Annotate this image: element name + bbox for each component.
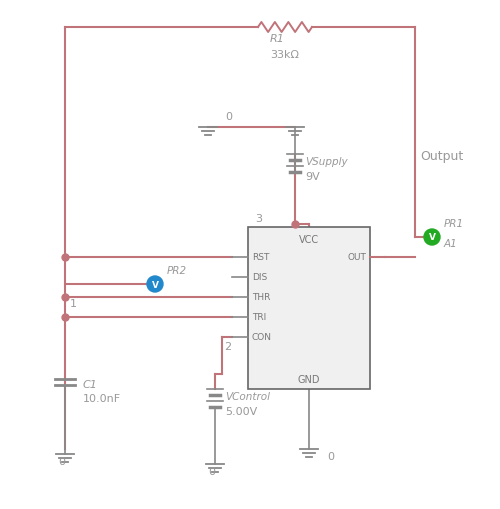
Circle shape bbox=[424, 230, 440, 245]
Text: RST: RST bbox=[252, 253, 270, 262]
Text: 0: 0 bbox=[225, 112, 232, 122]
Circle shape bbox=[147, 276, 163, 293]
Text: Output: Output bbox=[420, 150, 463, 163]
Text: CON: CON bbox=[252, 333, 272, 342]
Text: DIS: DIS bbox=[252, 273, 267, 282]
Text: V: V bbox=[428, 233, 436, 242]
Text: 3: 3 bbox=[255, 214, 262, 223]
Text: THR: THR bbox=[252, 293, 270, 302]
Text: C1: C1 bbox=[83, 379, 98, 389]
Text: 0: 0 bbox=[327, 451, 334, 461]
Text: 2: 2 bbox=[224, 342, 231, 351]
Text: 33kΩ: 33kΩ bbox=[270, 50, 299, 60]
Text: 10.0nF: 10.0nF bbox=[83, 393, 121, 403]
Text: V: V bbox=[152, 280, 158, 289]
Text: PR2: PR2 bbox=[167, 266, 187, 275]
Text: 0: 0 bbox=[58, 456, 66, 466]
Text: PR1: PR1 bbox=[444, 218, 464, 229]
Text: R1: R1 bbox=[270, 34, 285, 44]
Text: VControl: VControl bbox=[225, 391, 270, 401]
Text: TRI: TRI bbox=[252, 313, 266, 322]
Text: VSupply: VSupply bbox=[305, 157, 348, 166]
Text: 5.00V: 5.00V bbox=[225, 406, 257, 416]
Bar bbox=[248, 228, 370, 389]
Text: 0: 0 bbox=[208, 466, 216, 476]
Text: GND: GND bbox=[298, 374, 320, 384]
Text: VCC: VCC bbox=[299, 235, 319, 244]
Text: A1: A1 bbox=[444, 239, 458, 248]
Text: 1: 1 bbox=[70, 298, 77, 308]
Text: 9V: 9V bbox=[305, 172, 320, 182]
Text: OUT: OUT bbox=[347, 253, 366, 262]
